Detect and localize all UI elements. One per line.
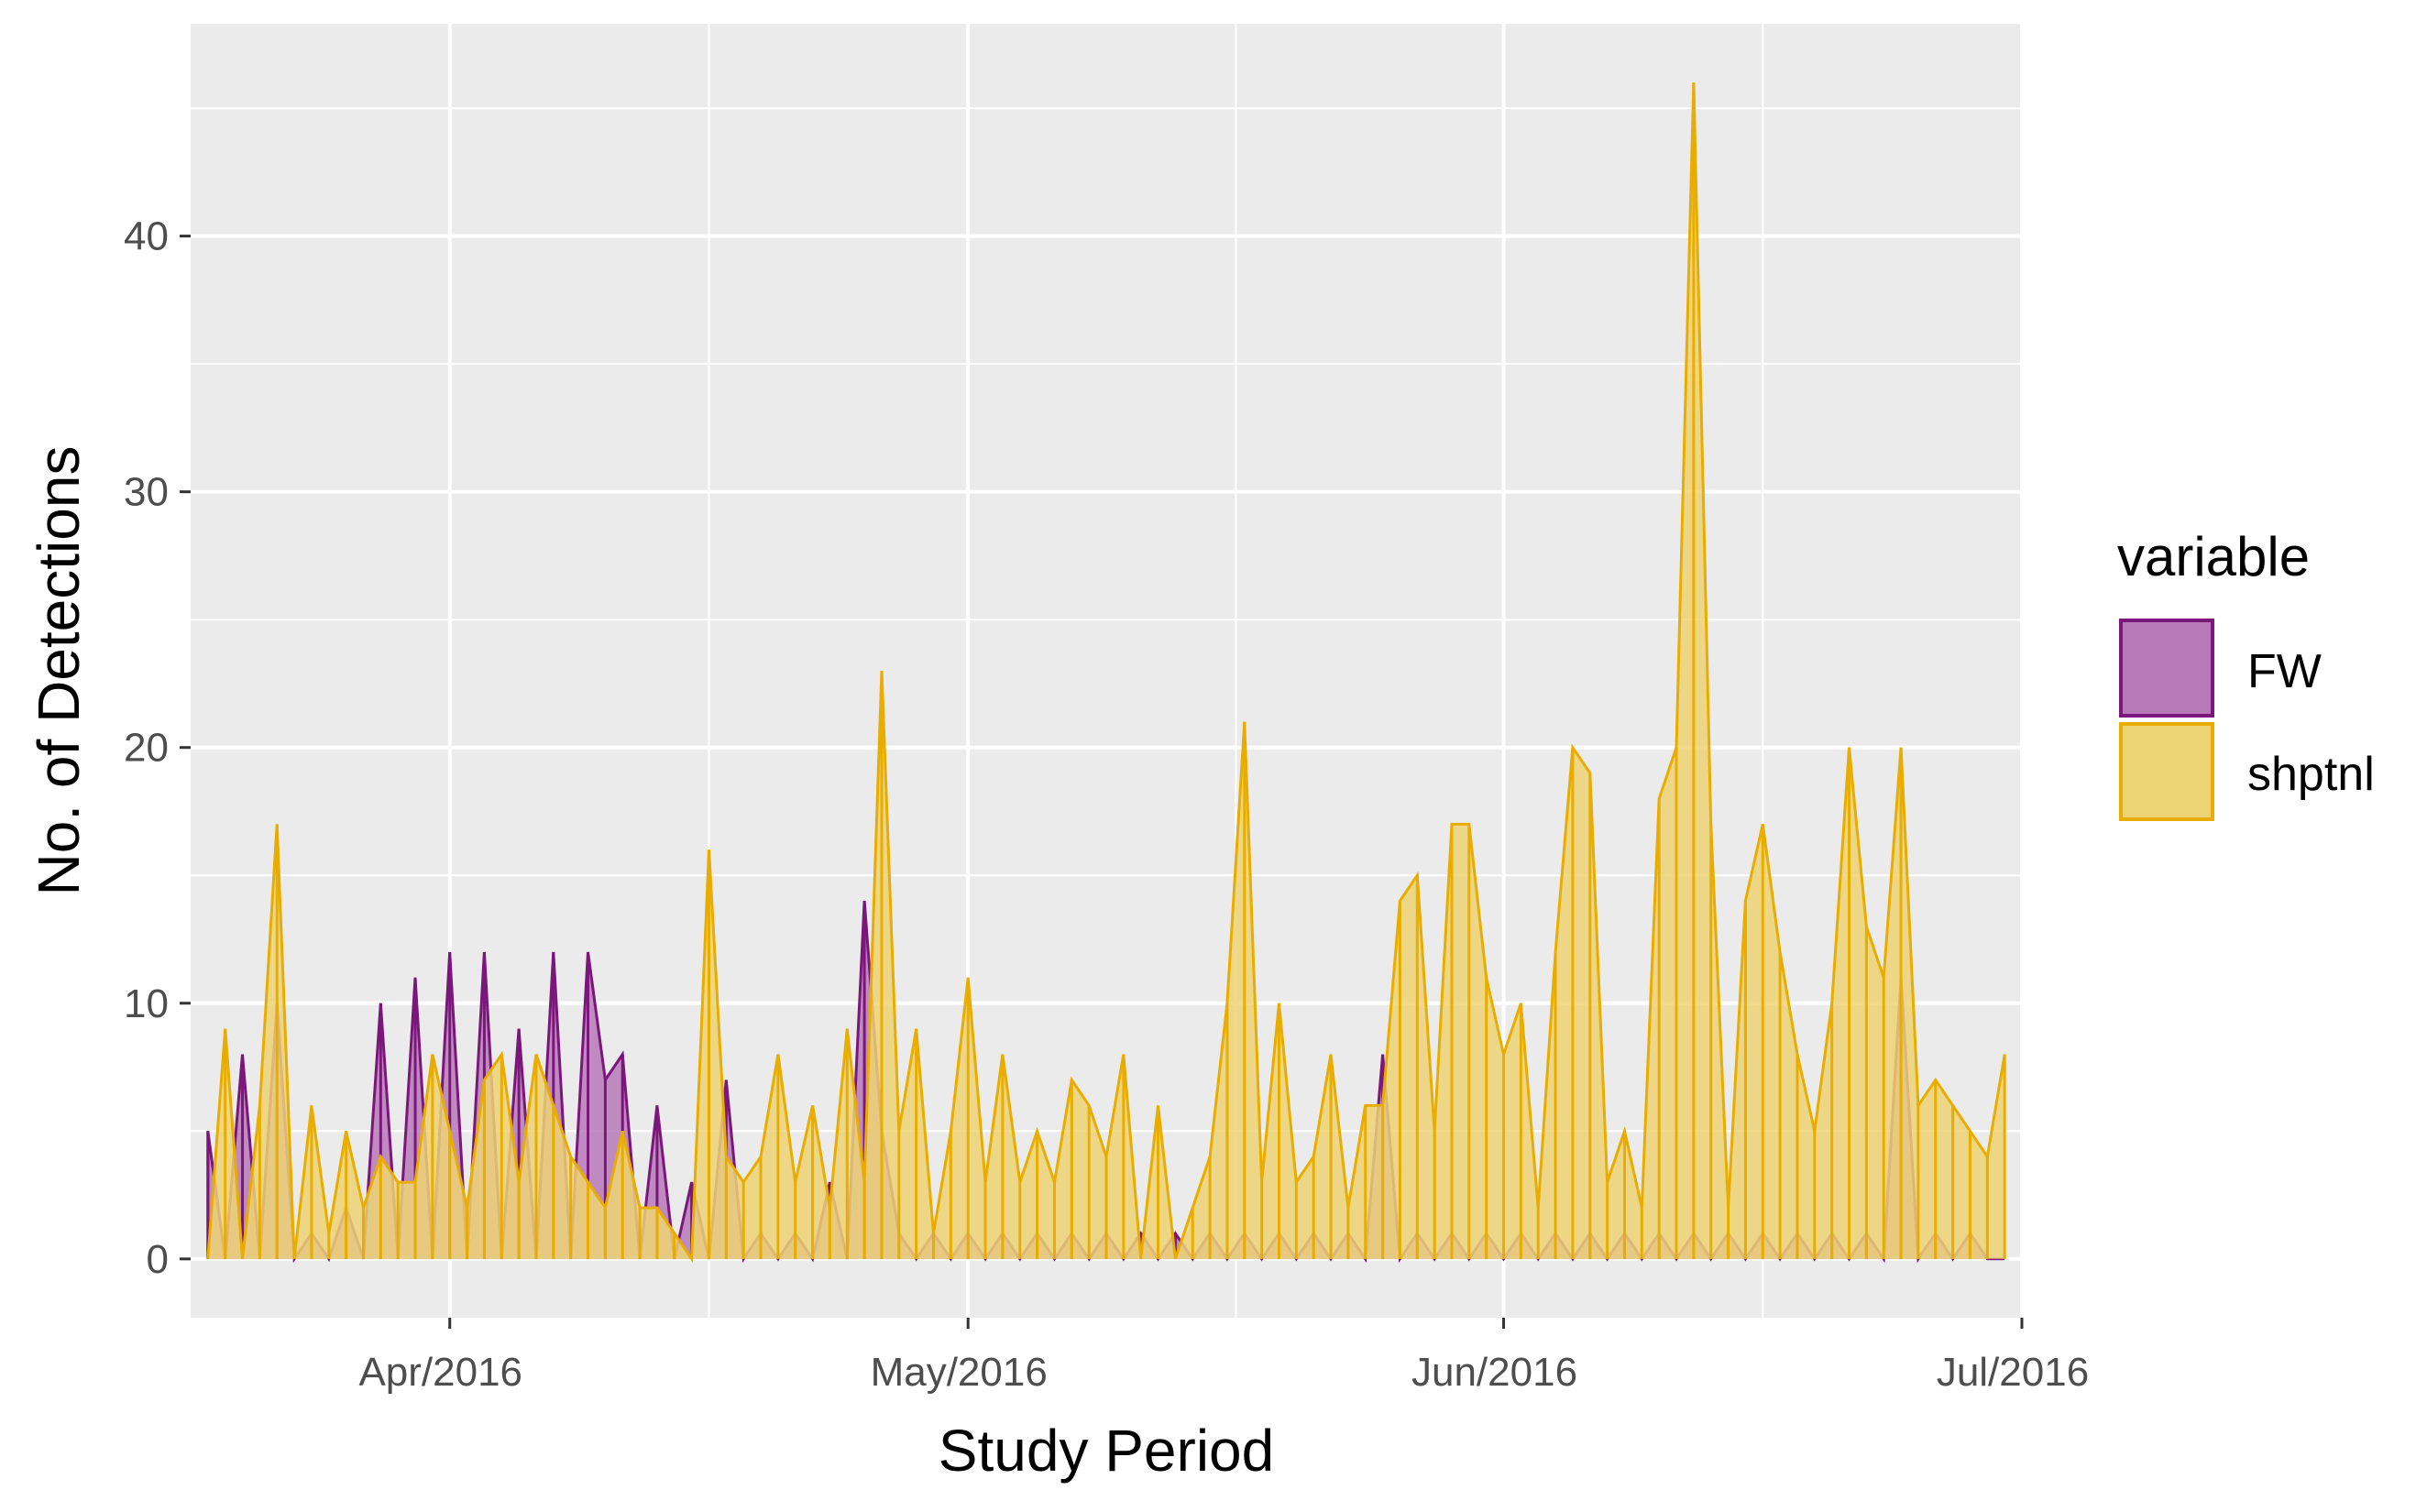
x-tick-label: May/2016	[871, 1350, 1048, 1395]
y-tick-label: 10	[124, 981, 169, 1026]
series-layer	[206, 82, 2006, 1264]
x-tick-label: Apr/2016	[358, 1350, 522, 1395]
legend: variable FW shptnl	[2117, 526, 2375, 821]
x-axis: Apr/2016 May/2016 Jun/2016 Jul/2016	[358, 1318, 2089, 1395]
y-axis: 0 10 20 30 40	[124, 214, 191, 1282]
x-tick-label: Jul/2016	[1937, 1350, 2089, 1395]
y-tick-label: 40	[124, 214, 169, 259]
y-tick-label: 20	[124, 726, 169, 771]
legend-title: variable	[2117, 526, 2310, 587]
legend-label-fw: FW	[2247, 645, 2322, 698]
y-tick-label: 0	[147, 1237, 169, 1282]
y-tick-label: 30	[124, 470, 169, 515]
series-shptnl	[206, 82, 2006, 1264]
legend-key-fw	[2119, 619, 2214, 718]
legend-label-shptnl: shptnl	[2247, 748, 2375, 801]
legend-key-shptnl	[2119, 722, 2214, 821]
x-axis-title: Study Period	[939, 1418, 1274, 1484]
y-axis-title: No. of Detections	[26, 446, 92, 896]
x-tick-label: Jun/2016	[1411, 1350, 1577, 1395]
